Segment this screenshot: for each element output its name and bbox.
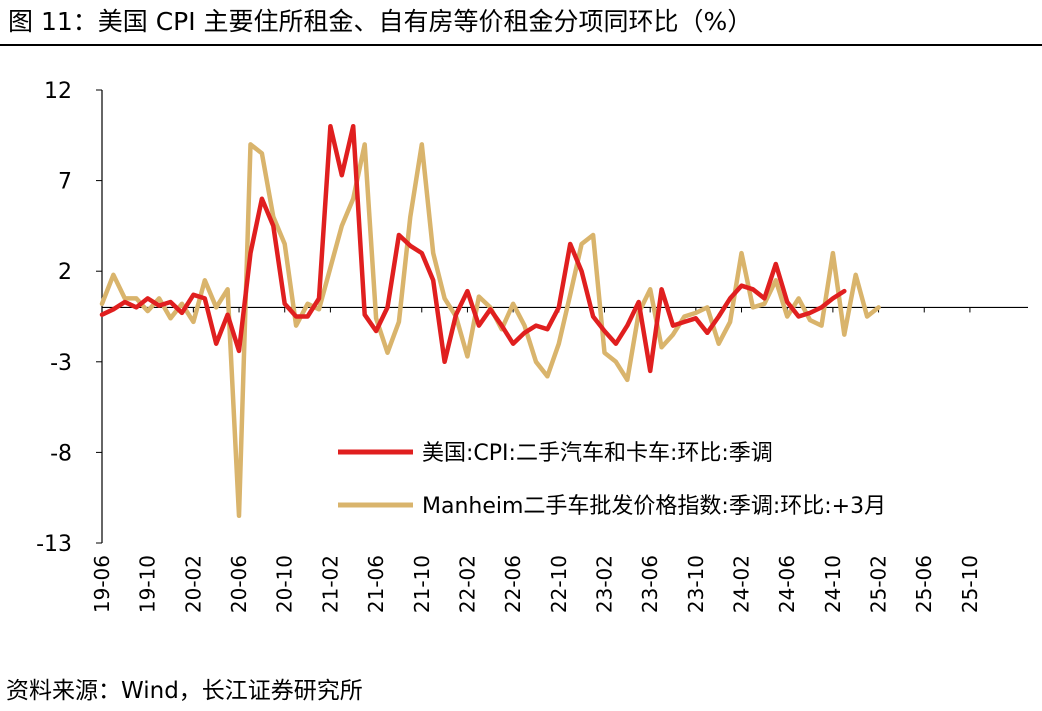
figure-title: 图 11：美国 CPI 主要住所租金、自有房等价租金分项同环比（%） <box>8 7 753 36</box>
x-tick-label: 21-10 <box>410 555 434 613</box>
x-tick-label: 20-10 <box>273 555 297 613</box>
x-tick-label: 19-10 <box>136 555 160 613</box>
x-tick-label: 23-02 <box>592 555 616 613</box>
y-axis: 12 7 2 -3 -8 -13 <box>36 79 103 557</box>
x-tick-label: 25-02 <box>867 555 891 613</box>
x-tick-label: 25-06 <box>912 555 936 613</box>
x-tick-label: 21-06 <box>364 555 388 613</box>
y-tick-label: -3 <box>50 351 72 376</box>
legend: 美国:CPI:二手汽车和卡车:环比:季调 Manheim二手车批发价格指数:季调:… <box>338 441 886 519</box>
series-line-0 <box>99 123 847 374</box>
y-tick-label: -8 <box>50 441 72 466</box>
x-tick-label: 24-02 <box>730 555 754 613</box>
x-tick-label: 23-10 <box>684 555 708 613</box>
y-tick-label: -13 <box>36 532 72 557</box>
x-tick-label: 20-06 <box>227 555 251 613</box>
x-tick-label: 20-02 <box>181 555 205 613</box>
x-tick-label: 22-06 <box>501 555 525 613</box>
series-lines <box>99 123 881 519</box>
y-tick-label: 2 <box>58 260 72 285</box>
x-tick-label: 19-06 <box>90 555 114 613</box>
x-tick-label: 25-10 <box>958 555 982 613</box>
x-tick-label: 22-10 <box>547 555 571 613</box>
x-axis: 19-06 19-10 20-02 20-06 20-10 21-02 21-06 21-10… <box>90 306 1028 613</box>
x-tick-label: 24-06 <box>775 555 799 613</box>
x-tick-label: 22-02 <box>455 555 479 613</box>
y-tick-label: 7 <box>58 170 72 195</box>
x-tick-label: 24-10 <box>821 555 845 613</box>
x-tick-label: 21-02 <box>318 555 342 613</box>
legend-label-0: 美国:CPI:二手汽车和卡车:环比:季调 <box>422 441 773 466</box>
legend-label-1: Manheim二手车批发价格指数:季调:环比:+3月 <box>422 494 886 519</box>
title-divider <box>0 44 1042 46</box>
x-tick-label: 23-06 <box>638 555 662 613</box>
source-note: 资料来源：Wind，长江证券研究所 <box>6 678 363 704</box>
y-tick-label: 12 <box>44 79 72 104</box>
